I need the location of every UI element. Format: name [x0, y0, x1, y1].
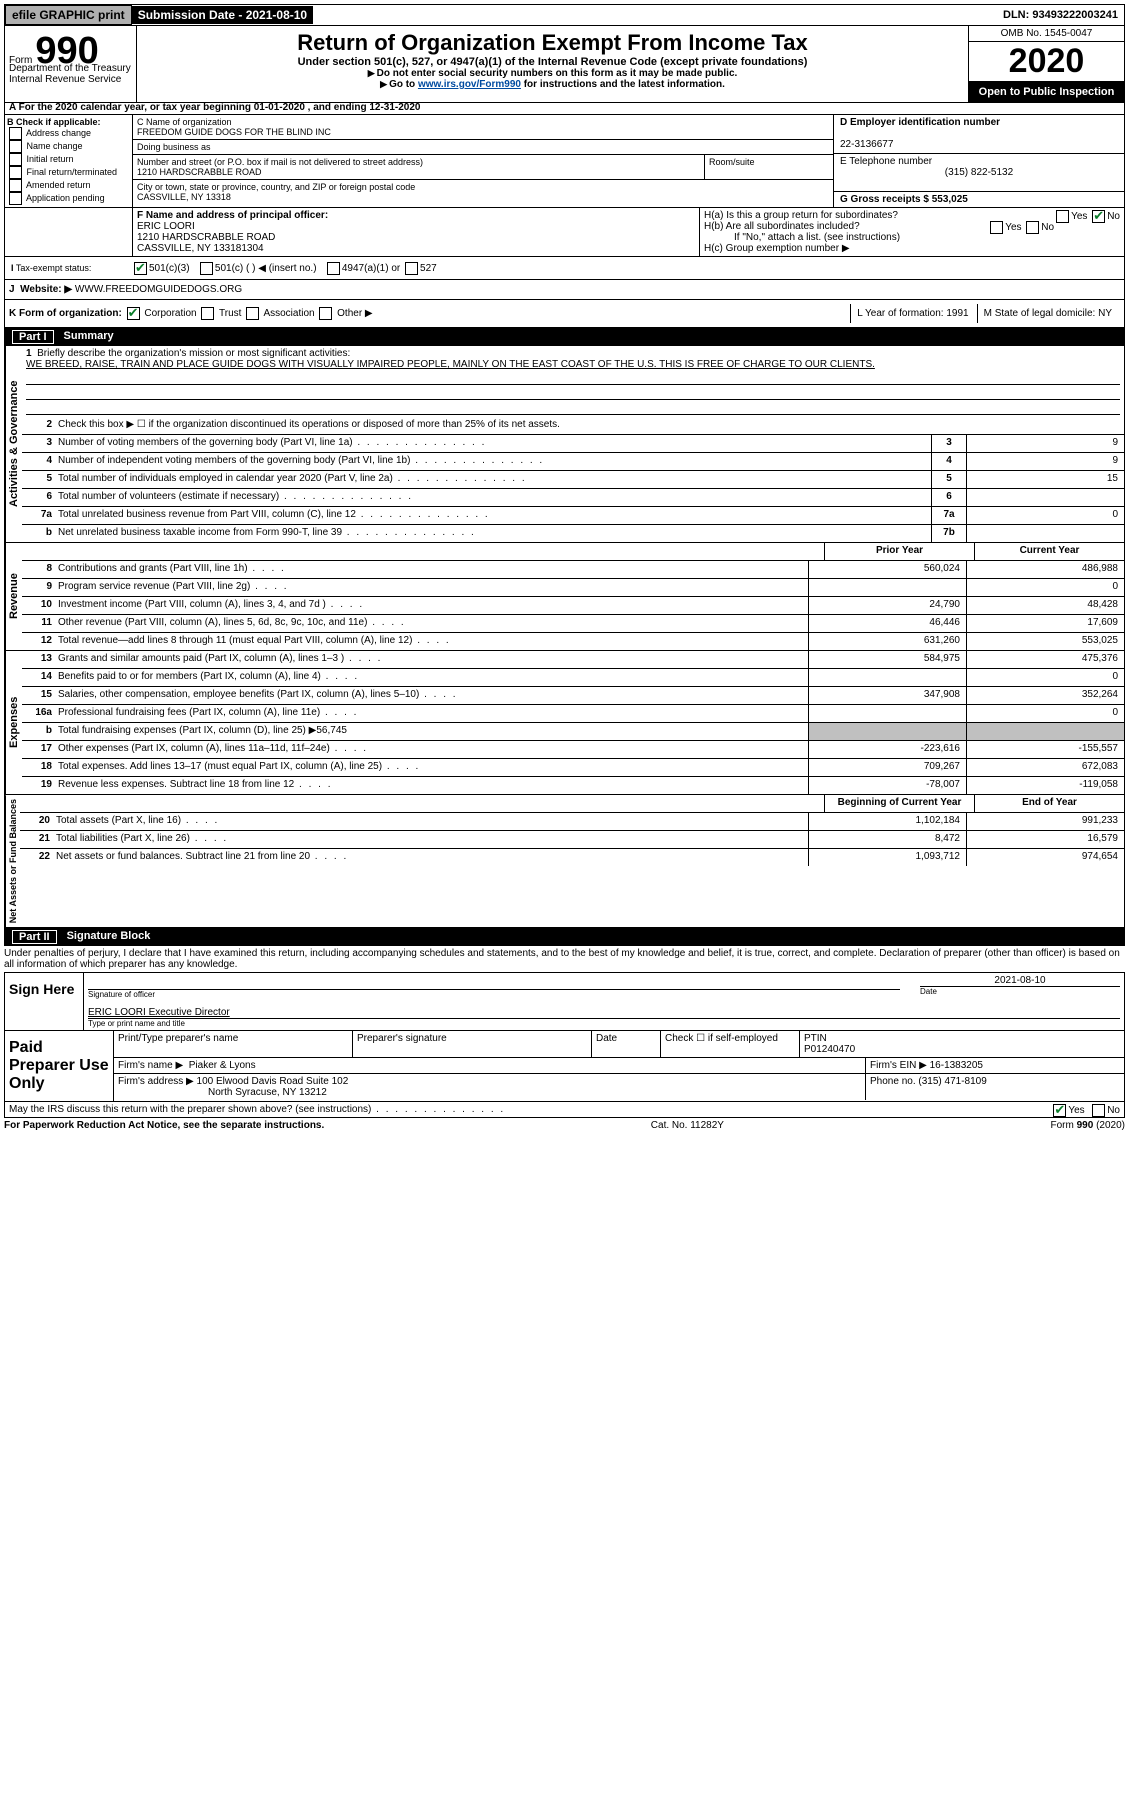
gov-line: bNet unrelated business taxable income f…: [22, 525, 1124, 542]
data-line: 19Revenue less expenses. Subtract line 1…: [22, 777, 1124, 794]
officer-addr1: 1210 HARDSCRABBLE ROAD: [137, 232, 275, 243]
data-line: 20Total assets (Part X, line 16)1,102,18…: [20, 813, 1124, 831]
footer: For Paperwork Reduction Act Notice, see …: [4, 1118, 1125, 1133]
prior-year-header: Prior Year: [824, 543, 974, 560]
gov-line: 7aTotal unrelated business revenue from …: [22, 507, 1124, 525]
revenue-label: Revenue: [5, 543, 22, 650]
e-label: E Telephone number: [840, 156, 932, 167]
tax-exempt-row: I Tax-exempt status: 501(c)(3) 501(c) ( …: [4, 257, 1125, 280]
room-label: Room/suite: [704, 155, 833, 179]
addr-label: Number and street (or P.O. box if mail i…: [137, 157, 423, 167]
gov-line: 6Total number of volunteers (estimate if…: [22, 489, 1124, 507]
h-b: H(b) Are all subordinates included?: [704, 221, 860, 232]
m-state: M State of legal domicile: NY: [977, 304, 1120, 323]
netassets-section: Net Assets or Fund Balances Beginning of…: [4, 795, 1125, 928]
section-fh: F Name and address of principal officer:…: [4, 208, 1125, 257]
gov-line: 3Number of voting members of the governi…: [22, 435, 1124, 453]
g-gross: G Gross receipts $ 553,025: [834, 192, 1124, 207]
h-c: H(c) Group exemption number ▶: [704, 243, 1120, 254]
org-name: FREEDOM GUIDE DOGS FOR THE BLIND INC: [137, 127, 331, 137]
part1-header: Part I Summary: [4, 328, 1125, 346]
beg-year-header: Beginning of Current Year: [824, 795, 974, 812]
klm-row: K Form of organization: Corporation Trus…: [4, 300, 1125, 328]
phone: (315) 822-5132: [840, 167, 1118, 178]
tax-year-row: A For the 2020 calendar year, or tax yea…: [4, 101, 1125, 115]
dba-label: Doing business as: [137, 142, 211, 152]
data-line: 9Program service revenue (Part VIII, lin…: [22, 579, 1124, 597]
form-title: Return of Organization Exempt From Incom…: [145, 30, 960, 56]
revenue-section: Revenue Prior Year Current Year 8Contrib…: [4, 543, 1125, 651]
b-label: B Check if applicable:: [7, 117, 101, 127]
ptin: P01240470: [804, 1044, 855, 1055]
data-line: 15Salaries, other compensation, employee…: [22, 687, 1124, 705]
org-city: CASSVILLE, NY 13318: [137, 192, 231, 202]
activities-governance: Activities & Governance 1 Briefly descri…: [4, 346, 1125, 543]
current-year-header: Current Year: [974, 543, 1124, 560]
firm-name: Piaker & Lyons: [189, 1060, 256, 1071]
officer-sig-name: ERIC LOORI Executive Director: [88, 1007, 230, 1018]
tax-year-text: For the 2020 calendar year, or tax year …: [19, 102, 421, 113]
footer-left: For Paperwork Reduction Act Notice, see …: [4, 1120, 324, 1131]
org-address: 1210 HARDSCRABBLE ROAD: [137, 167, 262, 177]
expenses-section: Expenses 13Grants and similar amounts pa…: [4, 651, 1125, 795]
paid-label: Paid Preparer Use Only: [5, 1031, 114, 1101]
dept-treasury: Department of the Treasury Internal Reve…: [5, 61, 137, 101]
top-bar: efile GRAPHIC print Submission Date - 20…: [4, 4, 1125, 26]
submission-date: Submission Date - 2021-08-10: [132, 6, 313, 24]
h-b-note: If "No," attach a list. (see instruction…: [704, 232, 1120, 243]
activities-label: Activities & Governance: [5, 346, 22, 542]
data-line: 22Net assets or fund balances. Subtract …: [20, 849, 1124, 866]
firm-phone: (315) 471-8109: [918, 1076, 986, 1087]
firm-addr2: North Syracuse, NY 13212: [208, 1087, 327, 1098]
h-a: H(a) Is this a group return for subordin…: [704, 210, 898, 221]
expenses-label: Expenses: [5, 651, 22, 794]
footer-right: Form 990 (2020): [1051, 1120, 1125, 1131]
data-line: 14Benefits paid to or for members (Part …: [22, 669, 1124, 687]
gov-line: 4Number of independent voting members of…: [22, 453, 1124, 471]
website-url: WWW.FREEDOMGUIDEDOGS.ORG: [75, 284, 242, 295]
d-label: D Employer identification number: [840, 117, 1000, 128]
data-line: 8Contributions and grants (Part VIII, li…: [22, 561, 1124, 579]
l-year: L Year of formation: 1991: [850, 304, 976, 323]
part2-header: Part II Signature Block: [4, 928, 1125, 946]
data-line: 11Other revenue (Part VIII, column (A), …: [22, 615, 1124, 633]
firm-addr1: 100 Elwood Davis Road Suite 102: [197, 1076, 349, 1087]
officer-addr2: CASSVILLE, NY 133181304: [137, 243, 264, 254]
mission-label: Briefly describe the organization's miss…: [37, 348, 350, 359]
data-line: 16aProfessional fundraising fees (Part I…: [22, 705, 1124, 723]
data-line: 18Total expenses. Add lines 13–17 (must …: [22, 759, 1124, 777]
sign-here-label: Sign Here: [5, 973, 84, 1030]
mission-text: WE BREED, RAISE, TRAIN AND PLACE GUIDE D…: [26, 359, 875, 370]
sign-here: Sign Here Signature of officer 2021-08-1…: [4, 972, 1125, 1031]
data-line: 10Investment income (Part VIII, column (…: [22, 597, 1124, 615]
k-label: K Form of organization:: [9, 308, 122, 319]
end-year-header: End of Year: [974, 795, 1124, 812]
col-b-checkboxes: B Check if applicable: Address change Na…: [5, 115, 133, 207]
section-bcdefg: B Check if applicable: Address change Na…: [4, 115, 1125, 208]
data-line: 13Grants and similar amounts paid (Part …: [22, 651, 1124, 669]
omb-number: OMB No. 1545-0047: [969, 26, 1124, 42]
efile-button[interactable]: efile GRAPHIC print: [5, 5, 132, 25]
officer-name: ERIC LOORI: [137, 221, 195, 232]
data-line: 21Total liabilities (Part X, line 26)8,4…: [20, 831, 1124, 849]
c-name-label: C Name of organization: [137, 117, 232, 127]
sign-date: 2021-08-10: [920, 975, 1120, 986]
city-label: City or town, state or province, country…: [137, 182, 415, 192]
f-label: F Name and address of principal officer:: [137, 210, 328, 221]
paid-preparer: Paid Preparer Use Only Print/Type prepar…: [4, 1031, 1125, 1102]
dln: DLN: 93493222003241: [997, 7, 1124, 23]
declaration-text: Under penalties of perjury, I declare th…: [4, 946, 1125, 972]
data-line: 12Total revenue—add lines 8 through 11 (…: [22, 633, 1124, 650]
footer-mid: Cat. No. 11282Y: [651, 1120, 724, 1131]
firm-ein: 16-1383205: [930, 1060, 983, 1071]
website-row: J Website: ▶ WWW.FREEDOMGUIDEDOGS.ORG: [4, 280, 1125, 300]
discuss-row: May the IRS discuss this return with the…: [4, 1102, 1125, 1118]
data-line: bTotal fundraising expenses (Part IX, co…: [22, 723, 1124, 741]
gov-line: 2Check this box ▶ ☐ if the organization …: [22, 417, 1124, 435]
data-line: 17Other expenses (Part IX, column (A), l…: [22, 741, 1124, 759]
ein: 22-3136677: [840, 139, 893, 150]
sig-officer-label: Signature of officer: [88, 989, 900, 999]
gov-line: 5Total number of individuals employed in…: [22, 471, 1124, 489]
netassets-label: Net Assets or Fund Balances: [5, 795, 20, 927]
